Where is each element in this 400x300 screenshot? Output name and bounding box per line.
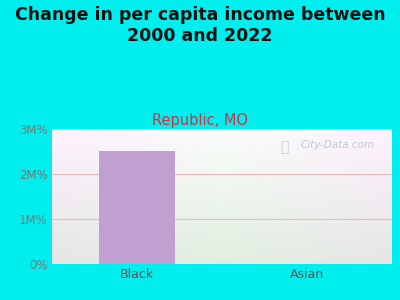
Text: Change in per capita income between
2000 and 2022: Change in per capita income between 2000…	[15, 6, 385, 45]
Text: Republic, MO: Republic, MO	[152, 112, 248, 128]
Text: ⦾: ⦾	[280, 140, 288, 154]
Bar	[99, 152, 175, 264]
Text: City-Data.com: City-Data.com	[300, 140, 374, 150]
